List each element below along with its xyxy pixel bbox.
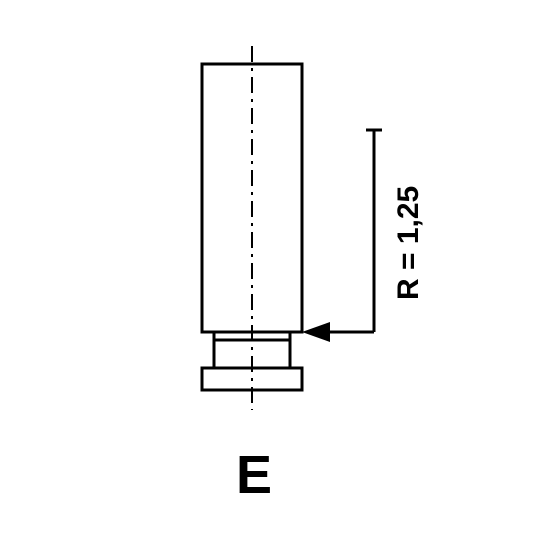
radius-dimension-label: R = 1,25: [392, 186, 426, 300]
stem-rect: [202, 64, 302, 332]
figure-letter: E: [236, 444, 272, 506]
valve-diagram: R = 1,25 E: [0, 0, 540, 540]
radius-leader: [302, 130, 382, 342]
